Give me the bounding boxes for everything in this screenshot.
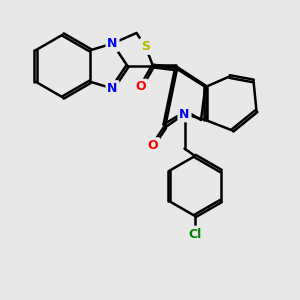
Text: S: S (141, 40, 150, 53)
Text: O: O (136, 80, 146, 94)
Text: N: N (107, 82, 118, 95)
Text: Cl: Cl (188, 227, 202, 241)
Text: N: N (179, 107, 190, 121)
Text: N: N (107, 37, 118, 50)
Text: O: O (148, 139, 158, 152)
